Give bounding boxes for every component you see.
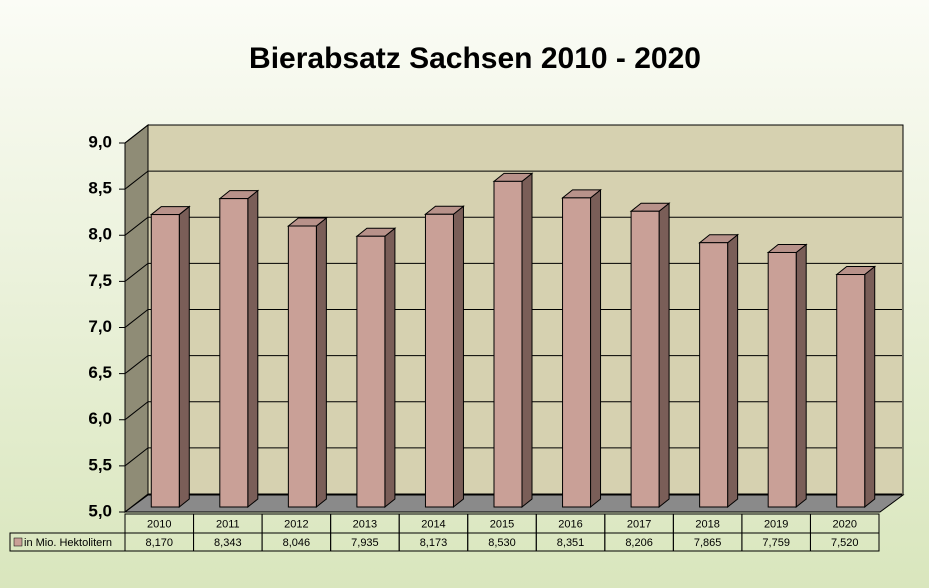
bar (219, 198, 249, 508)
grid-line (124, 447, 149, 467)
grid-line (124, 355, 149, 375)
value-label: 8,170 (146, 537, 174, 549)
bar (150, 214, 180, 508)
value-label: 8,530 (488, 537, 516, 549)
y-tick-label: 7,0 (88, 317, 112, 336)
legend-label: in Mio. Hektolitern (24, 537, 112, 549)
grid-line (124, 216, 149, 236)
bar (836, 274, 866, 508)
x-tick-label: 2018 (695, 518, 719, 530)
bar (562, 197, 592, 508)
bar (424, 213, 454, 508)
chart-title: Bierabsatz Sachsen 2010 - 2020 (249, 42, 701, 75)
grid-line (124, 262, 149, 282)
y-tick-label: 8,0 (88, 225, 112, 244)
y-tick-label: 5,5 (88, 455, 112, 474)
bar (767, 251, 797, 508)
value-label: 7,865 (694, 537, 722, 549)
value-label: 7,520 (831, 537, 859, 549)
x-tick-label: 2019 (764, 518, 788, 530)
bar-side (247, 189, 259, 509)
bar-side (795, 243, 807, 509)
bar (630, 210, 660, 508)
x-tick-label: 2017 (627, 518, 651, 530)
x-tick-label: 2012 (284, 518, 308, 530)
bar-side (315, 216, 327, 509)
x-tick-label: 2010 (147, 518, 171, 530)
bar-side (727, 233, 739, 509)
bar-side (384, 227, 396, 509)
bar-side (178, 205, 190, 509)
x-tick-label: 2014 (421, 518, 445, 530)
bar (356, 235, 386, 508)
grid-line (124, 401, 149, 421)
value-label: 7,759 (762, 537, 790, 549)
bar-side (590, 188, 602, 509)
value-label: 7,935 (351, 537, 379, 549)
y-tick-label: 5,0 (88, 501, 112, 520)
x-tick-label: 2016 (558, 518, 582, 530)
bar (287, 225, 317, 508)
value-label: 8,351 (557, 537, 585, 549)
bar (699, 242, 729, 508)
grid-line (124, 309, 149, 328)
table-cell (809, 532, 880, 552)
value-label: 8,343 (214, 537, 242, 549)
legend-swatch (13, 537, 23, 547)
bar-side (452, 205, 464, 509)
y-tick-label: 8,5 (88, 179, 112, 198)
value-label: 8,206 (625, 537, 653, 549)
bar-side (864, 265, 876, 509)
value-label: 8,173 (420, 537, 448, 549)
grid-line (124, 124, 149, 144)
grid-line (124, 170, 149, 190)
x-tick-label: 2020 (832, 518, 856, 530)
bar-side (658, 202, 670, 509)
y-tick-label: 6,0 (88, 409, 112, 428)
y-tick-label: 7,5 (88, 271, 112, 290)
x-tick-label: 2013 (353, 518, 377, 530)
grid-line (124, 493, 149, 513)
x-tick-label: 2011 (216, 518, 240, 530)
y-tick-label: 9,0 (88, 132, 112, 151)
value-label: 8,046 (283, 537, 311, 549)
bar-side (521, 172, 533, 509)
bar (493, 180, 523, 508)
y-tick-label: 6,5 (88, 363, 112, 382)
x-tick-label: 2015 (490, 518, 514, 530)
